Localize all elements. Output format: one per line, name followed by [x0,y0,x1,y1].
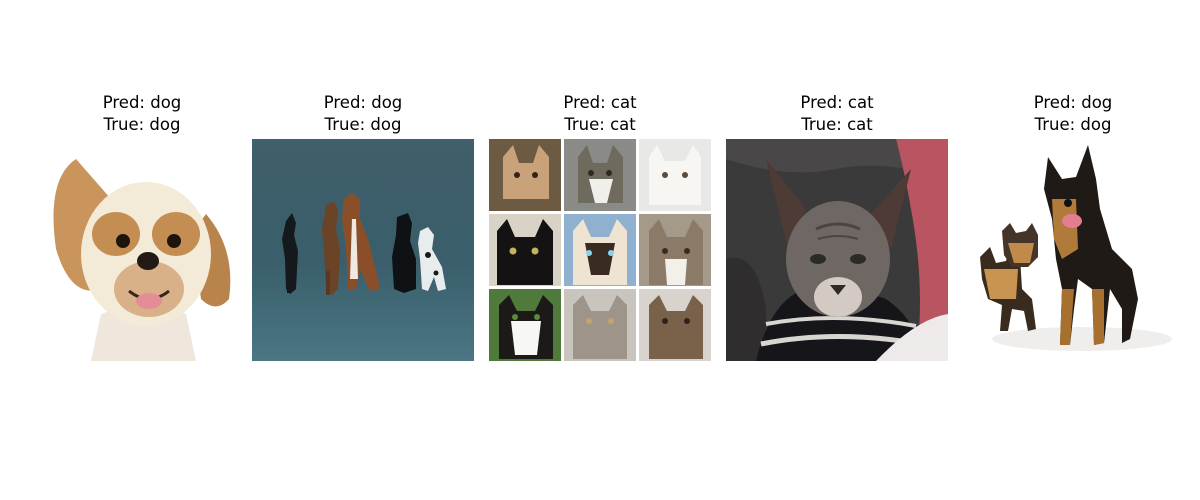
pred-label: Pred: cat [563,93,637,112]
pred-label: Pred: dog [1033,93,1113,112]
panel-3-caption: Pred: cat True: cat [489,92,711,136]
true-label: True: cat [564,115,636,134]
pred-label: Pred: dog [102,93,182,112]
true-label: True: cat [801,115,873,134]
panel-2: Pred: dog True: dog [252,92,474,362]
panel-1-caption: Pred: dog True: dog [31,92,253,136]
five-dogs-sitting-photo [252,139,474,361]
true-label: True: dog [103,115,181,134]
panel-4: Pred: cat True: cat [726,92,948,362]
pred-label: Pred: dog [323,93,403,112]
cat-collage-3x3-photo [489,139,711,361]
pred-label: Pred: cat [800,93,874,112]
panel-1: Pred: dog True: dog [31,92,253,362]
true-label: True: dog [324,115,402,134]
panel-5: Pred: dog True: dog [962,92,1184,362]
dog-shih-tzu-photo [31,139,253,361]
true-label: True: dog [1034,115,1112,134]
sphynx-cat-photo [726,139,948,361]
panel-3: Pred: cat True: cat [489,92,711,362]
panel-4-caption: Pred: cat True: cat [726,92,948,136]
panel-2-caption: Pred: dog True: dog [252,92,474,136]
two-dogs-photo [962,139,1184,361]
panel-5-caption: Pred: dog True: dog [962,92,1184,136]
